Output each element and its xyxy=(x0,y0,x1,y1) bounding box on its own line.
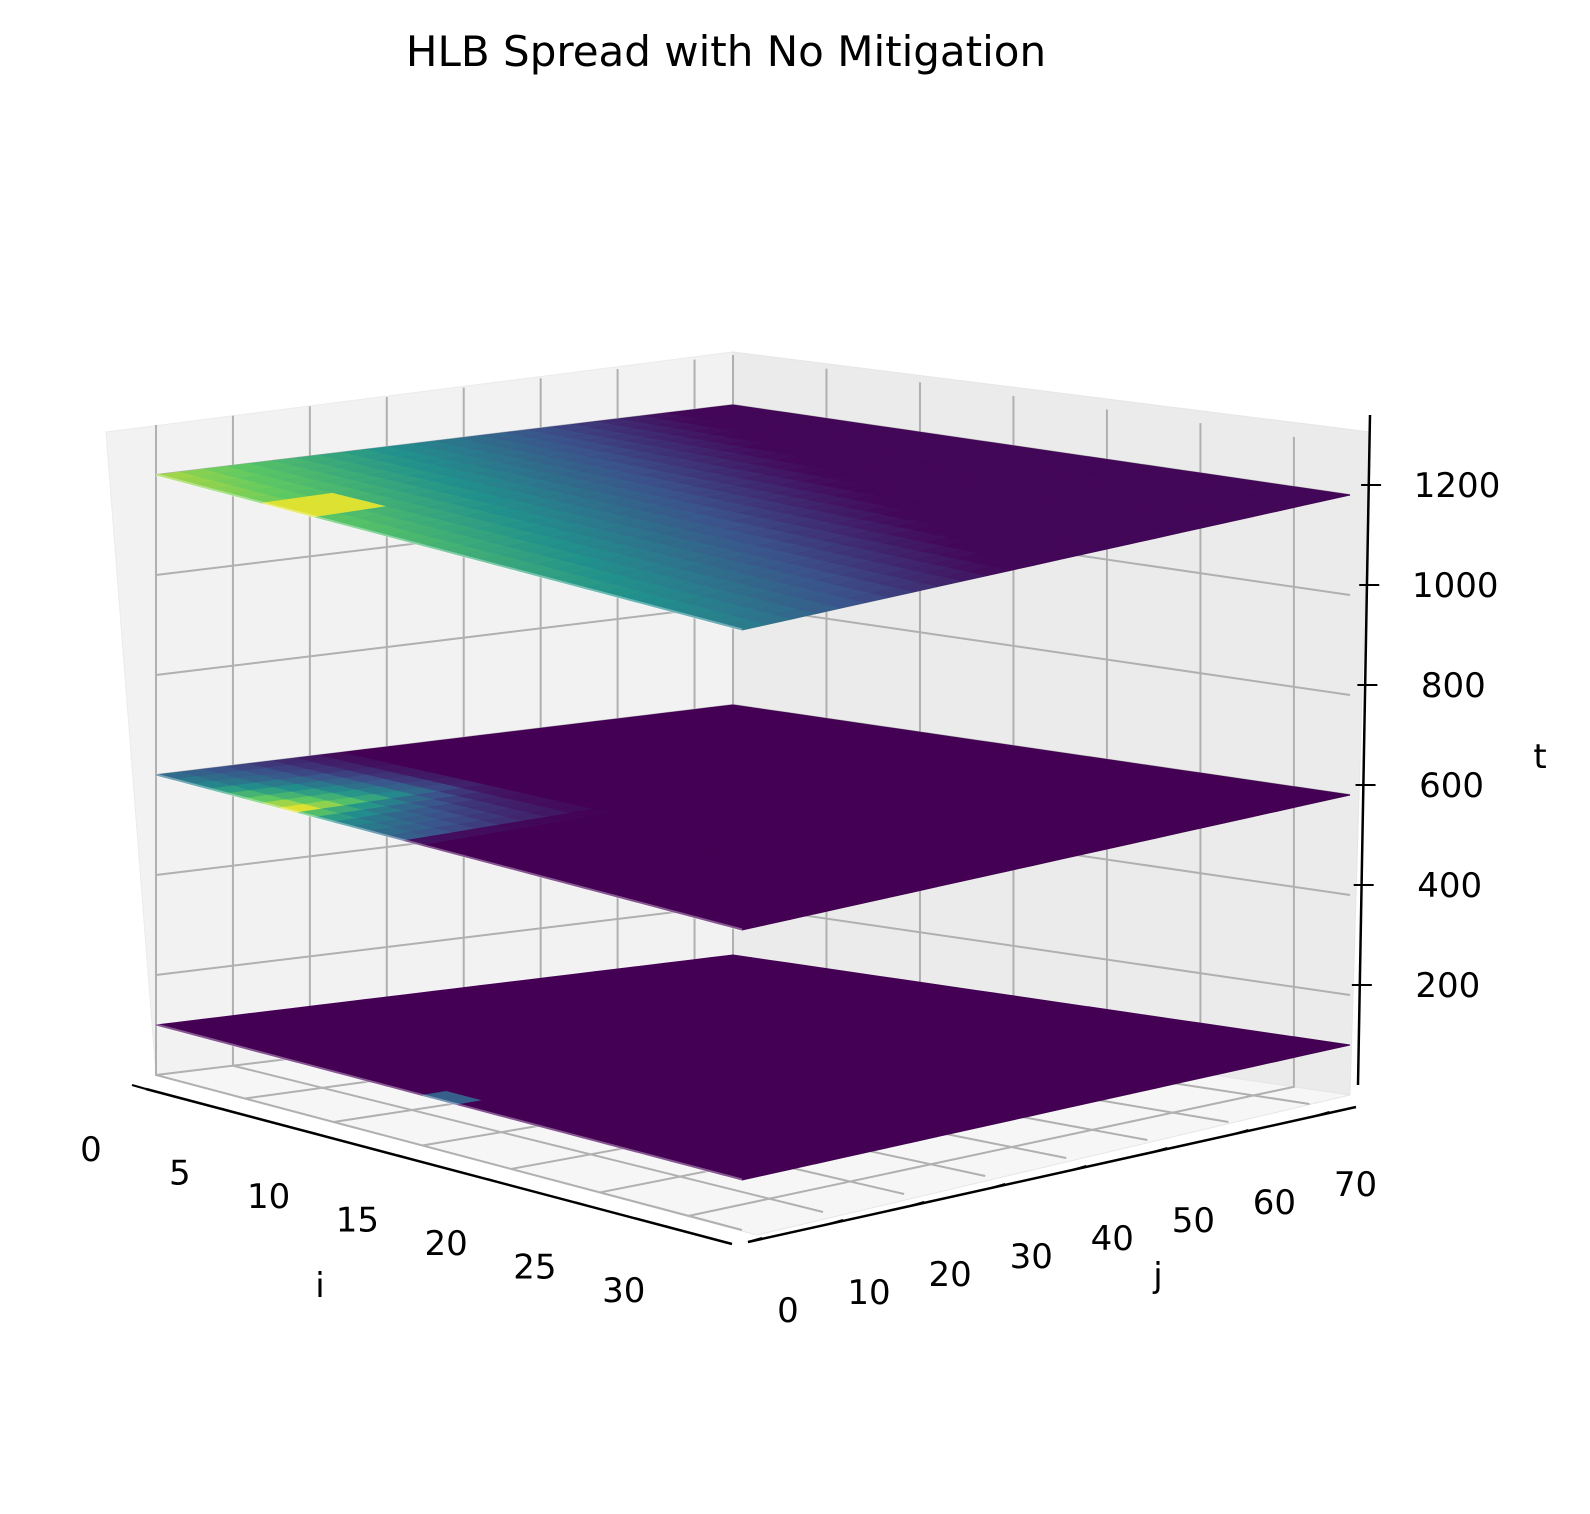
z-tick-label: 600 xyxy=(1419,766,1484,806)
x-tick-label: 20 xyxy=(425,1224,468,1264)
x-tick xyxy=(575,1201,591,1208)
y-grid-line xyxy=(155,425,743,1231)
x-tick-label: 0 xyxy=(80,1130,102,1170)
y-tick xyxy=(1071,1165,1087,1171)
y-tick-label: 0 xyxy=(777,1291,799,1331)
data-layers xyxy=(155,404,1351,1182)
y-tick-label: 30 xyxy=(1010,1237,1053,1277)
chart-title: HLB Spread with No Mitigation xyxy=(406,27,1046,76)
x-tick xyxy=(220,1107,236,1114)
z-tick-label: 1200 xyxy=(1414,466,1501,506)
x-tick-label: 5 xyxy=(169,1153,191,1193)
y-tick xyxy=(909,1201,925,1207)
y-tick-label: 50 xyxy=(1172,1201,1215,1241)
z-tick-label: 800 xyxy=(1421,666,1486,706)
y-tick-label: 40 xyxy=(1091,1219,1134,1259)
y-axis-label: j xyxy=(1152,1256,1162,1296)
y-grid-line xyxy=(231,415,824,1213)
y-tick xyxy=(1234,1129,1249,1135)
x-tick xyxy=(131,1084,147,1090)
x-tick-label: 10 xyxy=(247,1177,290,1217)
layer-edge xyxy=(155,473,743,632)
x-grid-line xyxy=(688,436,1295,1217)
x-tick xyxy=(486,1177,502,1184)
y-tick-label: 20 xyxy=(929,1255,972,1295)
data-layer-t-1200 xyxy=(155,404,1351,632)
y-tick-label: 70 xyxy=(1334,1165,1377,1205)
y-tick xyxy=(747,1237,763,1243)
z-tick-label: 200 xyxy=(1415,966,1480,1006)
x-tick xyxy=(309,1131,324,1137)
y-tick-label: 60 xyxy=(1253,1183,1296,1223)
axes: 0 5 10 15 20 25 30 0 10 20 30 40 50 60 70 200 400 600 800 1… xyxy=(80,414,1501,1331)
x-axis-label: i xyxy=(315,1266,324,1306)
x-tick xyxy=(398,1154,413,1161)
y-tick-label: 10 xyxy=(847,1273,890,1313)
layer-edge xyxy=(155,1023,743,1182)
voxel xyxy=(724,619,767,631)
x-tick-label: 25 xyxy=(513,1247,556,1287)
x-tick-label: 30 xyxy=(602,1271,645,1311)
y-tick xyxy=(1315,1111,1330,1117)
voxel xyxy=(724,919,767,931)
data-layer-t-600 xyxy=(155,704,1351,932)
z-axis-line xyxy=(1356,414,1372,1086)
y-tick xyxy=(828,1219,844,1225)
data-layer-t-100 xyxy=(155,954,1351,1182)
x-tick xyxy=(664,1224,680,1231)
y-tick xyxy=(1153,1147,1168,1153)
x-axis-line xyxy=(145,1087,733,1246)
voxel xyxy=(724,1169,767,1181)
z-tick-label: 400 xyxy=(1417,866,1482,906)
z-axis-label: t xyxy=(1533,737,1546,777)
z-tick-label: 1000 xyxy=(1412,566,1499,606)
x-tick-label: 15 xyxy=(336,1200,379,1240)
y-axis-line xyxy=(747,1105,1357,1244)
y-tick xyxy=(990,1183,1006,1189)
layer-edge xyxy=(155,773,743,932)
